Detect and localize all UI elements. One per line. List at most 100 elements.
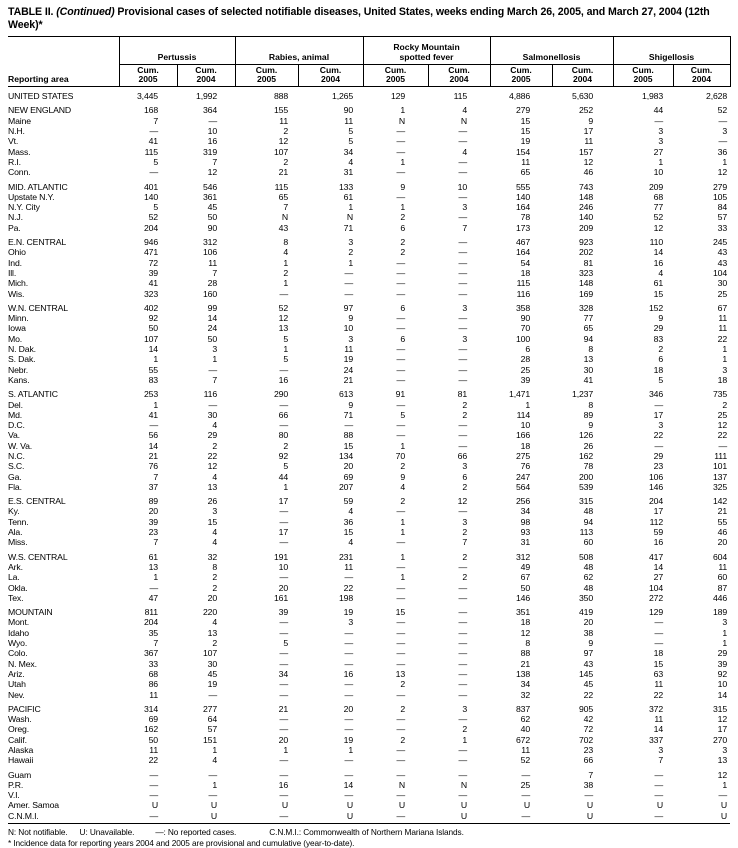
table-row: Alaska 11 1 1 1— —11 23 3 3	[8, 745, 730, 755]
cell-value: 7	[462, 537, 468, 548]
cell-value: 89	[583, 409, 594, 420]
table-row: N.C. 21 22 92 134 70 66 275 162 29 111	[8, 451, 730, 461]
cell-value: —	[396, 323, 406, 334]
row-label: C.N.M.I.	[8, 810, 119, 825]
cell-value: 22	[653, 689, 664, 700]
cell-value: —	[458, 323, 468, 334]
table-row: Amer. Samoa U U U U U U U U U U	[8, 800, 730, 810]
cell-value: 1	[722, 638, 728, 649]
cell-value: 1	[400, 551, 406, 562]
cell-value: 142	[712, 496, 728, 507]
cell-value: 1	[283, 257, 289, 268]
cell-value: 72	[583, 724, 594, 735]
cell-value: 253	[143, 389, 158, 400]
cell-value: 115	[274, 181, 289, 192]
cell-value: 91	[395, 389, 406, 400]
cell-value: 8	[283, 237, 289, 248]
cell-value: 23	[148, 527, 159, 538]
cell-value: 9	[348, 399, 354, 410]
cell-value: 71	[343, 409, 354, 420]
row-label: S. ATLANTIC	[8, 389, 58, 400]
cell-value: 1	[348, 202, 354, 213]
cell-value: —	[718, 136, 728, 147]
table-title: TABLE II. (Continued) Provisional cases …	[8, 6, 730, 31]
cell-value: —	[279, 769, 289, 780]
cell-value: 72	[148, 257, 159, 268]
cell-value: U	[177, 810, 236, 825]
table-row: W.N. CENTRAL 402 99 52 97 6 3 358 328 152 67	[8, 299, 730, 313]
cell-value: 50	[520, 582, 531, 593]
cell-value: 15	[343, 440, 354, 451]
cell-value: 12	[207, 167, 218, 178]
cell-value: 15	[207, 516, 218, 527]
cell-value: —	[208, 364, 218, 375]
cell-value: 44	[278, 471, 289, 482]
cell-value: 41	[148, 409, 159, 420]
cell-value: 26	[207, 496, 218, 507]
cell-value: 16	[343, 668, 354, 679]
cell-value: 290	[273, 389, 289, 400]
cell-value: 133	[338, 181, 354, 192]
cell-value: 12	[717, 167, 728, 178]
cell-value: 8	[588, 399, 594, 410]
cell-value: 16	[653, 537, 664, 548]
cell-value: —	[344, 638, 354, 649]
cell-value: 92	[717, 668, 728, 679]
cell-value: —	[344, 689, 354, 700]
row-label: N. Mex.	[8, 658, 37, 669]
cell-value: 29	[653, 450, 664, 461]
cell-value: 3	[212, 506, 218, 517]
cell-value: —	[279, 658, 289, 669]
cell-value: 44	[653, 105, 664, 116]
cell-value: —	[344, 755, 354, 766]
row-label: Okla.	[8, 582, 28, 593]
table-row: Vt. 41 16 12 5 — — 19 11 3 —	[8, 136, 730, 146]
cell-value: 50	[148, 734, 159, 745]
cell-value: —	[654, 115, 664, 126]
cell-value: 32	[207, 551, 218, 562]
row-label: MID. ATLANTIC	[8, 181, 68, 192]
cell-value: 5	[153, 156, 158, 167]
cell-value: 140	[578, 212, 594, 223]
cell-value: 1	[400, 527, 406, 538]
cell-value: 134	[338, 450, 354, 461]
table-row: N.H. — 10 2 5 — — 15 17 3 3	[8, 126, 730, 136]
cell-value: —	[458, 364, 468, 375]
cell-value: 4	[283, 247, 289, 258]
cum-year-header: Cum. 2004	[297, 64, 364, 88]
cell-value: —	[396, 617, 406, 628]
cell-value: 4	[212, 755, 218, 766]
table-row: V.I. — — — — — — — — — —	[8, 790, 730, 800]
cell-value: 275	[515, 450, 531, 461]
cell-value: 68	[653, 191, 664, 202]
cell-value: 2	[462, 409, 468, 420]
cell-value: 20	[343, 461, 354, 472]
row-label: Colo.	[8, 648, 28, 659]
cell-value: —	[458, 430, 468, 441]
table-row: Mass. 115 319 107 34 — 4 154 157 27 36	[8, 147, 730, 157]
cell-value: —	[363, 810, 429, 825]
cell-value: —	[654, 627, 664, 638]
cell-value: 2	[400, 461, 406, 472]
cell-value: 3	[722, 617, 728, 628]
cell-value: U	[281, 800, 289, 811]
cell-value: —	[396, 364, 406, 375]
cell-value: 9	[658, 313, 664, 324]
cell-value: —	[718, 115, 728, 126]
cell-value: 2	[400, 734, 406, 745]
cell-value: 65	[520, 167, 531, 178]
cell-value: 61	[148, 551, 159, 562]
cell-value: —	[344, 267, 354, 278]
cell-value: 10	[278, 561, 289, 572]
cell-value: 66	[457, 450, 468, 461]
row-label: Wash.	[8, 714, 32, 725]
cell-value: 5	[283, 354, 289, 365]
table-row: NEW ENGLAND 168 364 155 90 1 4 279 252 44 52	[8, 101, 730, 115]
cell-value: 204	[143, 617, 158, 628]
row-label: Vt.	[8, 136, 19, 147]
cell-value: 13	[207, 481, 218, 492]
cell-value: 169	[578, 288, 594, 299]
cell-value: 62	[583, 572, 594, 583]
cell-value: 31	[520, 537, 531, 548]
table-row: Ark. 13 8 10 11 — — 49 48 14 11	[8, 562, 730, 572]
